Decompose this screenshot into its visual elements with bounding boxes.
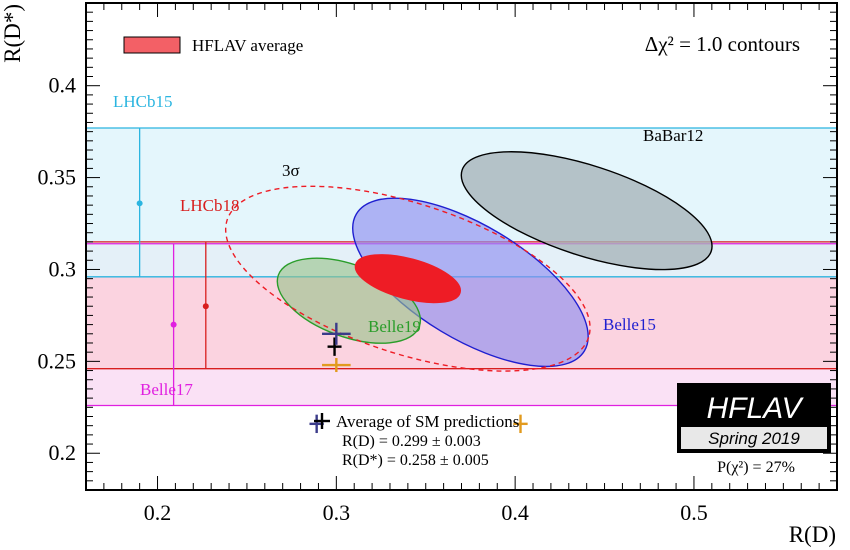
label-lhcb15: LHCb15 xyxy=(113,92,173,111)
sm-prediction-5 xyxy=(513,414,528,434)
hflav-logo-subtitle-box xyxy=(681,427,827,449)
sm-prediction-2 xyxy=(322,322,351,345)
sm-prediction-1 xyxy=(327,337,342,356)
sm-legend-rds: R(D*) = 0.258 ± 0.005 xyxy=(342,452,489,469)
legend-label-hflav-average: HFLAV average xyxy=(192,36,303,55)
x-tick-label: 0.5 xyxy=(680,500,708,525)
contour-3sigma xyxy=(224,185,591,372)
label-layer: LHCb15 LHCb18 Belle17 BaBar12 Belle15 Belle19… xyxy=(113,92,703,399)
sm-prediction-3 xyxy=(322,358,351,373)
pchi2-text: P(χ²) = 27% xyxy=(717,459,795,476)
sm-legend-title: Average of SM predictions xyxy=(336,412,519,431)
hflav-logo-title: HFLAV xyxy=(706,392,804,425)
x-tick-label: 0.3 xyxy=(323,500,351,525)
marker-lhcb18 xyxy=(202,303,209,310)
axes: 0.2 0.3 0.4 0.5 0.2 0.25 0.3 0.35 0.4 R(D) R(D*) xyxy=(0,2,838,547)
legend: HFLAV average Δχ² = 1.0 contours Average o… xyxy=(123,32,831,476)
contour-babar12 xyxy=(460,151,713,271)
x-tick-label: 0.4 xyxy=(501,500,529,525)
hflav-logo: HFLAV Spring 2019 xyxy=(677,383,831,453)
x-tick-label: 0.2 xyxy=(144,500,172,525)
y-tick-label: 0.3 xyxy=(49,256,77,281)
contour-belle15 xyxy=(352,197,589,368)
label-lhcb18: LHCb18 xyxy=(180,196,240,215)
legend-swatch-hflav-average xyxy=(123,36,181,54)
contour-hflav-average xyxy=(354,254,461,304)
label-babar12: BaBar12 xyxy=(643,126,703,145)
y-tick-label: 0.2 xyxy=(49,440,77,465)
contour-caption: Δχ² = 1.0 contours xyxy=(645,32,800,56)
y-axis-label: R(D*) xyxy=(0,4,25,63)
label-belle19: Belle19 xyxy=(368,317,421,336)
y-tick-label: 0.25 xyxy=(38,348,77,373)
y-tick-label: 0.35 xyxy=(38,165,77,190)
label-3sigma: 3σ xyxy=(282,161,300,180)
sm-legend-rd: R(D) = 0.299 ± 0.003 xyxy=(342,433,481,450)
label-belle17: Belle17 xyxy=(140,380,193,399)
x-axis-label: R(D) xyxy=(789,522,836,547)
label-belle15: Belle15 xyxy=(603,315,656,334)
marker-lhcb15 xyxy=(136,200,143,207)
ellipse-layer xyxy=(224,151,713,372)
y-tick-label: 0.4 xyxy=(49,73,77,98)
marker-belle17 xyxy=(170,321,177,328)
hflav-logo-subtitle: Spring 2019 xyxy=(708,429,800,448)
